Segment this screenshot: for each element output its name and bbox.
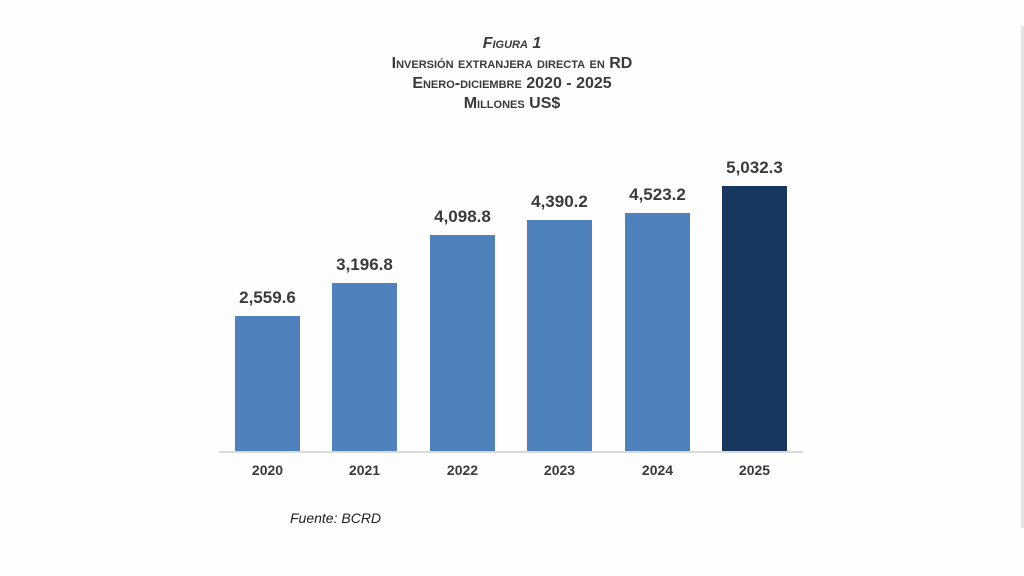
- bar-value-label: 4,390.2: [531, 192, 588, 211]
- bar-2022: [430, 235, 495, 451]
- bar-2023: [527, 220, 592, 451]
- figure-label: Figura 1: [482, 35, 542, 52]
- x-axis-tick-label: 2023: [543, 462, 576, 478]
- bar-value-label: 4,098.8: [434, 207, 491, 226]
- x-axis-tick-label: 2025: [738, 462, 771, 478]
- chart-title: Inversión extranjera directa en RD: [391, 55, 633, 72]
- bar-2024: [625, 213, 690, 451]
- bar-2025: [722, 186, 787, 451]
- chart-period: Enero-diciembre 2020 - 2025: [412, 75, 612, 92]
- bar-value-label: 4,523.2: [629, 185, 686, 204]
- chart-units: Millones US$: [463, 95, 561, 112]
- chart-title-block: Figura 1 Inversión extranjera directa en…: [0, 34, 1024, 114]
- x-axis-line: [219, 451, 803, 453]
- bar-value-label: 5,032.3: [726, 158, 783, 177]
- x-axis-tick-label: 2022: [446, 462, 479, 478]
- page-edge-divider: [1021, 26, 1024, 528]
- x-axis-tick-label: 2020: [251, 462, 284, 478]
- x-axis-tick-label: 2024: [641, 462, 674, 478]
- source-note: Fuente: BCRD: [290, 510, 382, 526]
- bar-2021: [332, 283, 397, 451]
- bar-value-label: 3,196.8: [336, 255, 393, 274]
- bar-2020: [235, 316, 300, 451]
- bar-value-label: 2,559.6: [239, 288, 296, 307]
- x-axis-tick-label: 2021: [348, 462, 381, 478]
